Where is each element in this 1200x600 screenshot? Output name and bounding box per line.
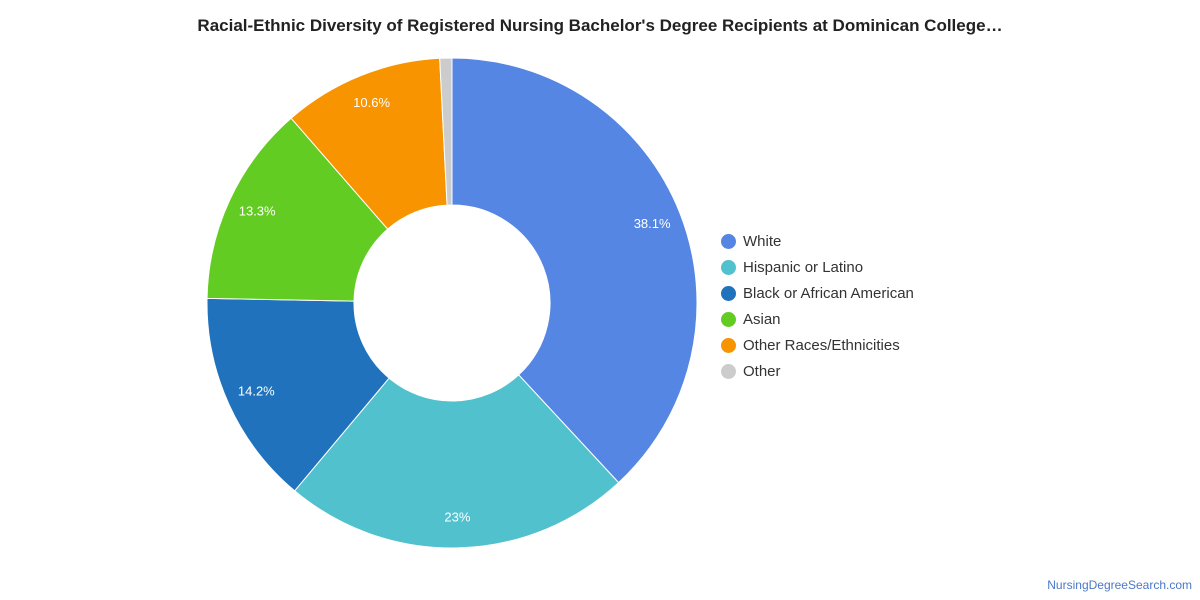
data-label-asian: 13.3% bbox=[239, 204, 276, 219]
slice-other-races-ethnicities[interactable] bbox=[290, 57, 448, 230]
legend-item-hispanic-or-latino[interactable]: Hispanic or Latino bbox=[721, 254, 914, 280]
legend-label: White bbox=[743, 232, 782, 250]
legend-label: Asian bbox=[743, 310, 781, 328]
legend-item-other-races-ethnicities[interactable]: Other Races/Ethnicities bbox=[721, 332, 914, 358]
legend-item-black-or-african-american[interactable]: Black or African American bbox=[721, 280, 914, 306]
slice-asian[interactable] bbox=[206, 117, 389, 302]
source-link[interactable]: NursingDegreeSearch.com bbox=[1047, 578, 1192, 592]
legend-item-asian[interactable]: Asian bbox=[721, 306, 914, 332]
legend-swatch bbox=[721, 311, 736, 327]
legend-swatch bbox=[721, 363, 736, 379]
data-label-white: 38.1% bbox=[634, 216, 671, 231]
legend-swatch bbox=[721, 233, 736, 249]
data-label-other-races-ethnicities: 10.6% bbox=[353, 95, 390, 110]
legend-label: Hispanic or Latino bbox=[743, 258, 864, 276]
slice-white[interactable] bbox=[451, 57, 698, 484]
legend-item-white[interactable]: White bbox=[721, 228, 914, 254]
legend-label: Other Races/Ethnicities bbox=[743, 336, 900, 354]
legend-swatch bbox=[721, 285, 736, 301]
legend-label: Black or African American bbox=[743, 284, 914, 302]
legend-label: Other bbox=[743, 362, 781, 380]
chart-legend: White Hispanic or Latino Black or African … bbox=[721, 228, 914, 384]
slice-black-or-african-american[interactable] bbox=[206, 297, 390, 492]
legend-swatch bbox=[721, 259, 736, 275]
slice-other[interactable] bbox=[439, 57, 453, 206]
data-label-hispanic-or-latino: 23% bbox=[444, 509, 470, 524]
chart-title: Racial-Ethnic Diversity of Registered Nu… bbox=[197, 16, 1003, 35]
legend-item-other[interactable]: Other bbox=[721, 358, 914, 384]
legend-swatch bbox=[721, 337, 736, 353]
slice-hispanic-or-latino[interactable] bbox=[293, 374, 620, 549]
data-label-black-or-african-american: 14.2% bbox=[238, 384, 275, 399]
